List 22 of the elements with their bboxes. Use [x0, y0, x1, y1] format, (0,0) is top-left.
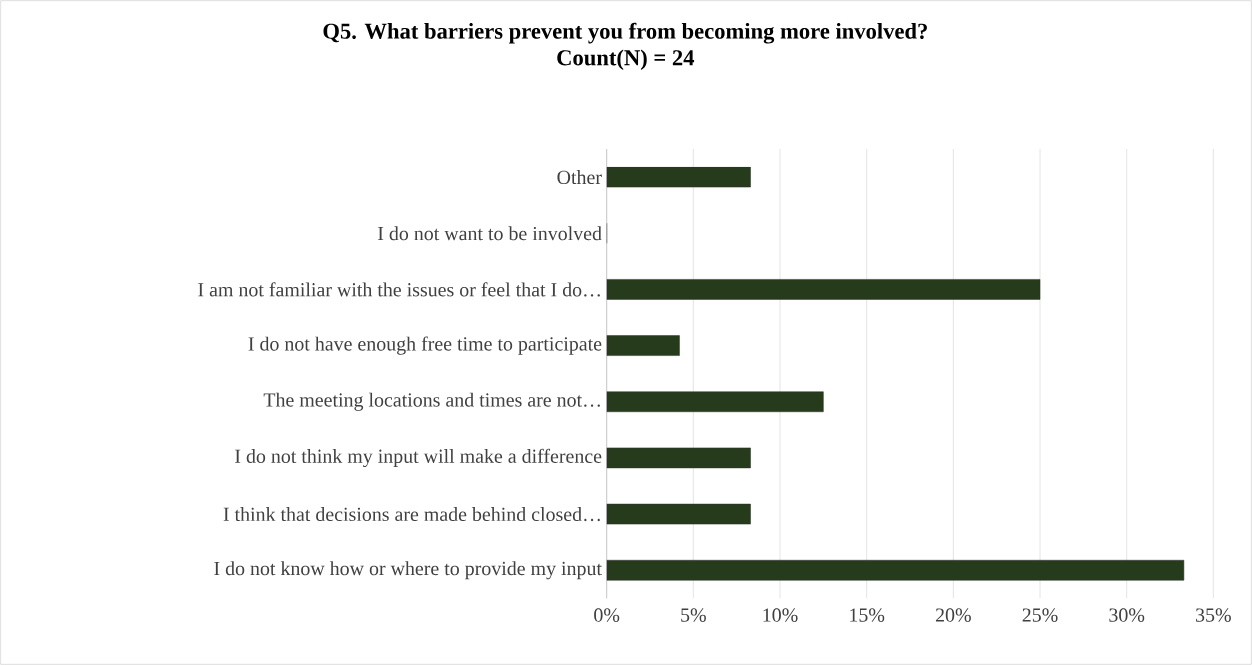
y-tick-label: I do not think my input will make a difference — [235, 448, 602, 468]
y-tick-label: I do not want to be involved — [378, 226, 602, 241]
x-tick-label: 10% — [763, 608, 798, 622]
y-tick-label: I do not know how or where to provide my input — [214, 561, 602, 580]
x-tick-label: 30% — [1109, 608, 1145, 622]
x-tick-label: 15% — [850, 608, 885, 622]
x-tick-label: 5% — [681, 608, 706, 622]
y-tick-label: The meeting locations and times are not… — [263, 392, 600, 411]
x-tick-label: 0% — [594, 608, 620, 622]
chart-title: Q5. What barriers prevent you from becoming more involved? — [323, 22, 927, 44]
y-tick-label: I am not familiar with the issues or feel that I do… — [198, 282, 600, 297]
x-tick-label: 20% — [935, 608, 971, 622]
chart-subtitle: Count(N) = 24 — [557, 49, 695, 70]
x-tick-label: 25% — [1022, 608, 1058, 622]
x-tick-label: 35% — [1196, 608, 1231, 622]
y-tick-label: I think that decisions are made behind closed… — [223, 507, 600, 522]
bar — [606, 559, 1185, 581]
y-tick-label: I do not have enough free time to participate — [248, 336, 602, 355]
bar — [606, 335, 680, 356]
y-tick-label: Other — [557, 170, 602, 185]
bar — [606, 391, 824, 413]
bar — [606, 279, 1041, 300]
